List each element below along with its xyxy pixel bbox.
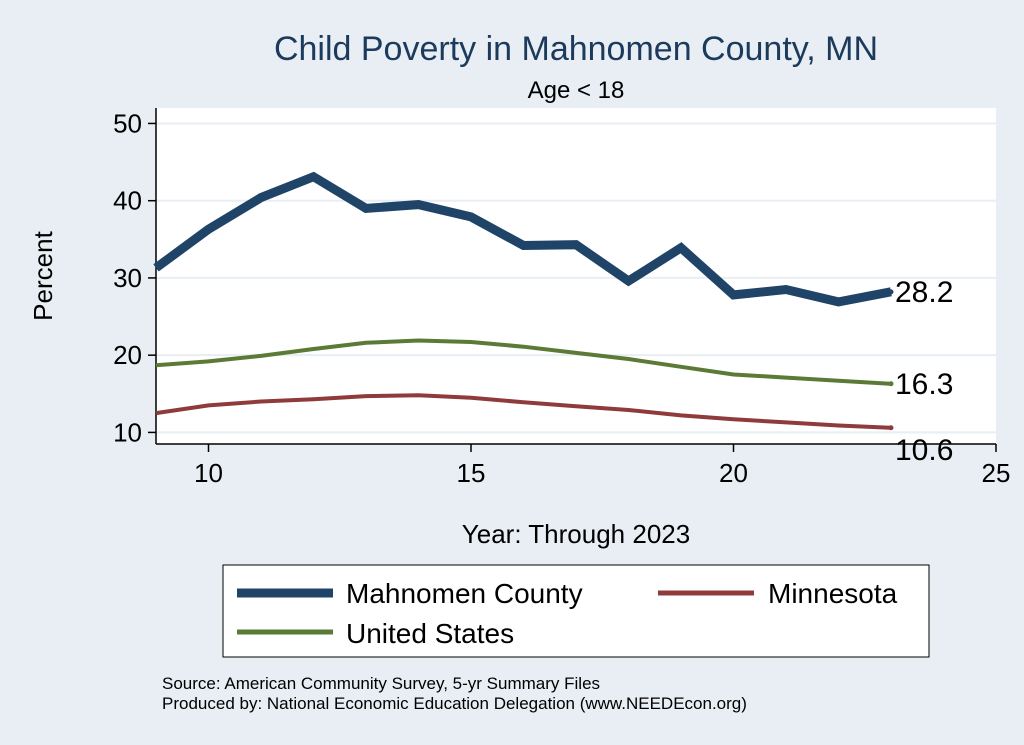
chart-subtitle: Age < 18 — [528, 77, 625, 104]
legend-label-united-states: United States — [346, 618, 514, 649]
end-value-label: 16.3 — [895, 368, 953, 401]
x-tick-label: 10 — [194, 458, 223, 488]
series-line-united-states — [155, 338, 892, 386]
end-value-label: 10.6 — [895, 434, 953, 467]
x-axis: 10 15 20 25 — [156, 443, 1011, 488]
series-lines — [153, 171, 892, 430]
x-tick-label: 15 — [457, 458, 486, 488]
y-tick-label: 40 — [113, 186, 142, 216]
y-tick-label: 30 — [113, 263, 142, 293]
series-end-point — [888, 289, 894, 295]
producer-note: Produced by: National Economic Education… — [162, 694, 747, 713]
y-axis-title: Percent — [28, 230, 58, 320]
y-tick-label: 50 — [113, 108, 142, 138]
series-line-mahnomen-county — [153, 171, 892, 307]
chart-title: Child Poverty in Mahnomen County, MN — [274, 30, 878, 68]
legend-box — [222, 564, 930, 658]
x-axis-title: Year: Through 2023 — [462, 519, 690, 549]
y-axis: 10 20 30 40 50 — [113, 108, 157, 447]
x-tick-label: 20 — [719, 458, 748, 488]
end-labels: 28.2 10.6 16.3 — [888, 276, 953, 467]
y-tick-label: 10 — [113, 417, 142, 447]
series-end-point — [888, 425, 894, 431]
legend-label-minnesota: Minnesota — [768, 578, 898, 609]
series-line-minnesota — [155, 393, 892, 430]
series-end-point — [888, 381, 894, 387]
end-value-label: 28.2 — [895, 276, 953, 309]
plot-area — [156, 108, 996, 444]
legend-label-mahnomen-county: Mahnomen County — [346, 578, 583, 609]
x-tick-label: 25 — [982, 458, 1011, 488]
grid-lines — [156, 122, 996, 434]
legend: Mahnomen County Minnesota United States — [222, 564, 930, 658]
y-tick-label: 20 — [113, 340, 142, 370]
source-note: Source: American Community Survey, 5-yr … — [162, 674, 600, 693]
